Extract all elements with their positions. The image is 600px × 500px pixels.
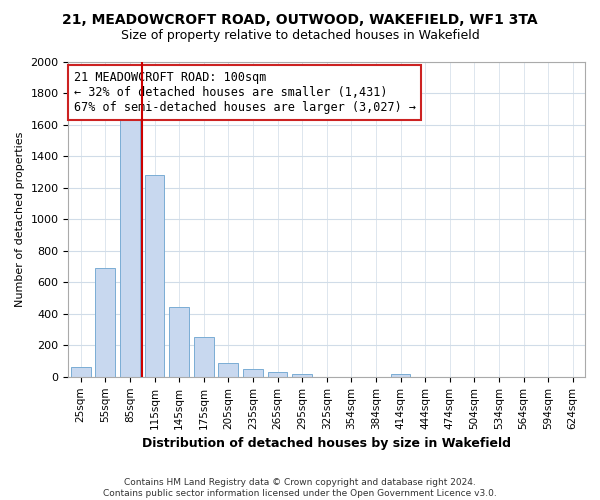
Bar bbox=[218, 362, 238, 377]
Bar bbox=[391, 374, 410, 377]
Text: Size of property relative to detached houses in Wakefield: Size of property relative to detached ho… bbox=[121, 29, 479, 42]
Bar bbox=[120, 118, 140, 377]
Text: 21 MEADOWCROFT ROAD: 100sqm
← 32% of detached houses are smaller (1,431)
67% of : 21 MEADOWCROFT ROAD: 100sqm ← 32% of det… bbox=[74, 71, 416, 114]
X-axis label: Distribution of detached houses by size in Wakefield: Distribution of detached houses by size … bbox=[142, 437, 511, 450]
Text: 21, MEADOWCROFT ROAD, OUTWOOD, WAKEFIELD, WF1 3TA: 21, MEADOWCROFT ROAD, OUTWOOD, WAKEFIELD… bbox=[62, 12, 538, 26]
Bar bbox=[71, 366, 91, 377]
Text: Contains HM Land Registry data © Crown copyright and database right 2024.
Contai: Contains HM Land Registry data © Crown c… bbox=[103, 478, 497, 498]
Y-axis label: Number of detached properties: Number of detached properties bbox=[15, 132, 25, 307]
Bar bbox=[268, 372, 287, 377]
Bar bbox=[194, 336, 214, 377]
Bar bbox=[95, 268, 115, 377]
Bar bbox=[292, 374, 312, 377]
Bar bbox=[169, 308, 189, 377]
Bar bbox=[243, 369, 263, 377]
Bar bbox=[145, 175, 164, 377]
